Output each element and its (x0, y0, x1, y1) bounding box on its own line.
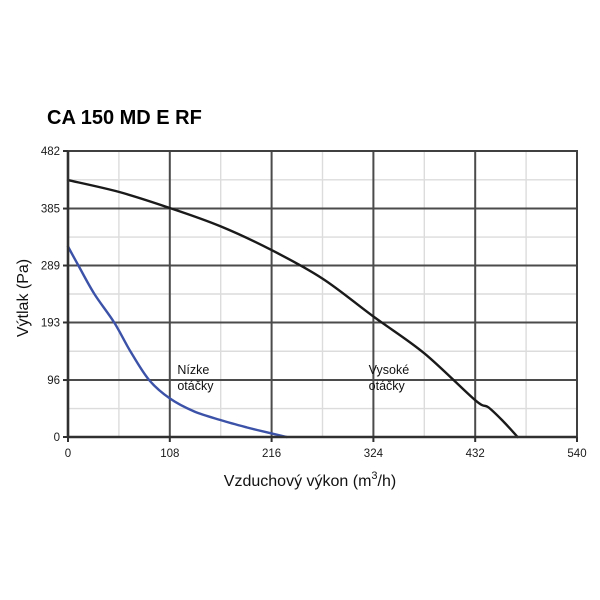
y-tick-label: 289 (41, 261, 60, 273)
x-axis-title-pre: Vzduchový výkon (m (224, 473, 372, 490)
data-curves (66, 178, 519, 439)
y-axis-title: Výtlak (Pa) (15, 259, 32, 337)
tick-labels: 0 108 216 324 432 540 0 96 193 289 385 482 (41, 146, 587, 460)
y-tick-label: 0 (54, 432, 60, 444)
x-axis-title: Vzduchový výkon (m3/h) (224, 470, 396, 490)
x-tick-label: 0 (65, 448, 71, 460)
x-tick-label: 432 (466, 448, 485, 460)
annotation-label: Nízke (177, 363, 209, 377)
y-tick-label: 96 (47, 375, 60, 387)
x-tick-label: 108 (160, 448, 179, 460)
y-tick-label: 385 (41, 204, 60, 216)
x-tick-label: 540 (567, 448, 586, 460)
curve-high-speed (66, 178, 519, 439)
y-tick-label: 482 (41, 146, 60, 158)
annotation-label: otáčky (369, 379, 406, 393)
curve-low-speed (66, 245, 288, 439)
x-axis-title-post: /h) (378, 473, 397, 490)
y-tick-label: 193 (41, 317, 60, 329)
chart-title: CA 150 MD E RF (47, 107, 202, 129)
curve-annotations: Nízke otáčky Vysoké otáčky (177, 363, 409, 393)
gridlines-minor (68, 151, 577, 437)
tick-marks (63, 150, 578, 442)
x-axis-title-sup: 3 (371, 470, 377, 482)
x-tick-label: 216 (262, 448, 281, 460)
annotation-label: otáčky (177, 379, 214, 393)
x-tick-label: 324 (364, 448, 384, 460)
annotation-label: Vysoké (369, 363, 410, 377)
